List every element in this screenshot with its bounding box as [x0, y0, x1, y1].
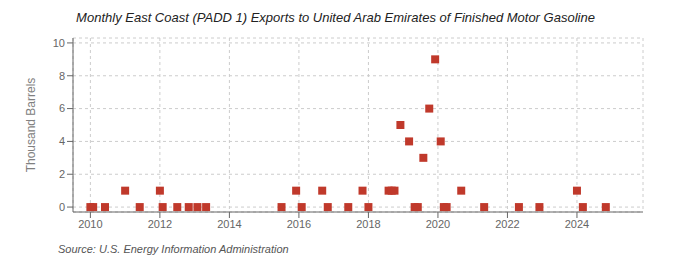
- svg-text:2: 2: [59, 168, 65, 180]
- svg-text:4: 4: [59, 135, 65, 147]
- svg-text:0: 0: [59, 201, 65, 213]
- svg-text:2024: 2024: [565, 218, 589, 230]
- html-text:Monthly East Coast (PADD 1) Ex: Monthly East Coast (PADD 1) Exports to U…: [76, 10, 595, 25]
- svg-text:2020: 2020: [426, 218, 450, 230]
- svg-text:2012: 2012: [148, 218, 172, 230]
- svg-text:2022: 2022: [495, 218, 519, 230]
- svg-text:6: 6: [59, 102, 65, 114]
- svg-text:2014: 2014: [217, 218, 241, 230]
- html-text:Source: U.S. Energy Informatio: Source: U.S. Energy Information Administ…: [58, 243, 289, 255]
- svg-text:8: 8: [59, 70, 65, 82]
- svg-text:Thousand Barrels: Thousand Barrels: [24, 78, 38, 173]
- svg-text:2018: 2018: [356, 218, 380, 230]
- svg-text:2010: 2010: [78, 218, 102, 230]
- svg-text:2016: 2016: [287, 218, 311, 230]
- svg-text:10: 10: [53, 37, 65, 49]
